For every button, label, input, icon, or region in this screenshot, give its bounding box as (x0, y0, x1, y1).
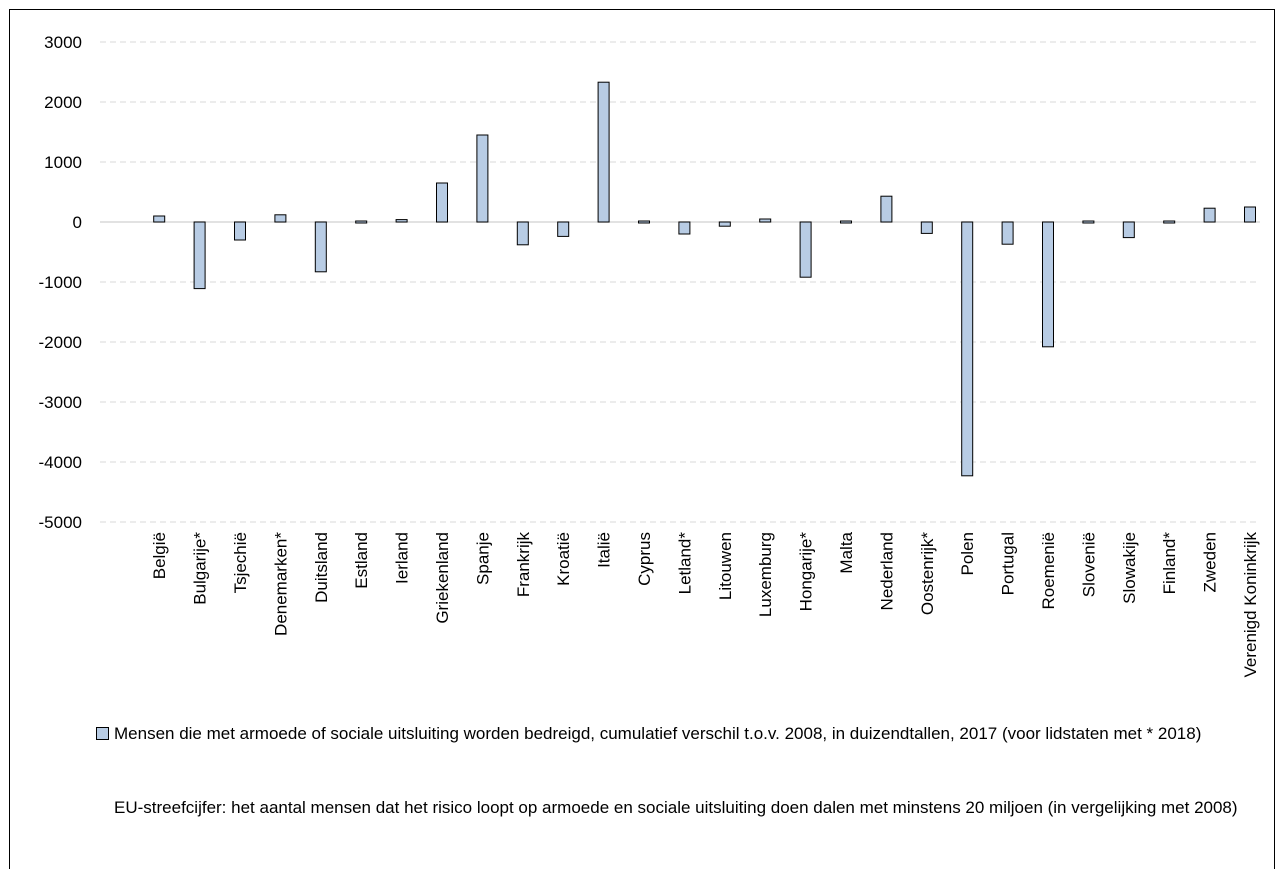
x-tick-label: Hongarije* (797, 532, 816, 612)
x-tick-label: Roemenië (1039, 532, 1058, 610)
x-tick-label: Tsjechië (231, 532, 250, 593)
y-tick-label: -2000 (39, 333, 82, 352)
bar (234, 221, 246, 241)
x-tick-label: Zweden (1201, 532, 1220, 592)
x-tick-label: Letland* (675, 532, 694, 595)
x-tick-label: Denemarken* (271, 532, 290, 636)
y-tick-label: -4000 (39, 453, 82, 472)
bar (1163, 220, 1176, 224)
x-tick-label: Oostenrijk* (918, 532, 937, 616)
x-tick-label: Luxemburg (756, 532, 775, 617)
x-tick-label: Litouwen (716, 532, 735, 600)
y-tick-label: 3000 (44, 33, 82, 52)
gridlines (100, 41, 1260, 523)
x-tick-label: Polen (958, 532, 977, 575)
y-tick-label: 0 (73, 213, 82, 232)
bar (153, 215, 166, 223)
bar (193, 221, 206, 290)
bar (476, 134, 489, 223)
bar (880, 195, 893, 223)
bar (395, 219, 408, 223)
y-tick-label: -3000 (39, 393, 82, 412)
x-tick-label: België (150, 532, 169, 579)
x-tick-label: Cyprus (635, 532, 654, 586)
y-tick-label: -1000 (39, 273, 82, 292)
chart-frame (9, 9, 1275, 869)
legend-swatch (96, 727, 109, 740)
x-axis-tick-labels: België Bulgarije* Tsjechië Denemarken* Duits… (150, 531, 1260, 677)
bar (516, 221, 529, 246)
y-tick-label: 2000 (44, 93, 82, 112)
legend: Mensen die met armoede of sociale uitslu… (96, 722, 1256, 746)
bar (355, 220, 368, 224)
x-tick-label: Italië (595, 532, 614, 568)
eu-target-note: EU-streefcijfer: het aantal mensen dat h… (114, 798, 1238, 817)
bar (1042, 221, 1054, 348)
x-tick-label: Estland (352, 532, 371, 589)
x-tick-label: Slowakije (1120, 532, 1139, 604)
bar (557, 221, 570, 237)
y-axis-tick-labels: 3000 2000 1000 0 -1000 -2000 -3000 -4000 -5000 (39, 33, 82, 532)
bar (678, 221, 691, 235)
x-tick-label: Kroatië (554, 532, 573, 586)
x-tick-label: Portugal (999, 532, 1018, 595)
legend-label: Mensen die met armoede of sociale uitslu… (114, 724, 1202, 743)
x-tick-label: Frankrijk (514, 532, 533, 598)
bar (718, 221, 731, 227)
bar (799, 221, 812, 278)
y-tick-label: -5000 (39, 513, 82, 532)
x-tick-label: Nederland (877, 532, 896, 610)
bar (920, 221, 933, 234)
x-tick-label: Slovenië (1079, 532, 1098, 597)
bar (638, 220, 650, 224)
x-tick-label: Finland* (1160, 532, 1179, 595)
x-tick-label: Ierland (393, 532, 412, 584)
x-tick-label: Spanje (473, 532, 492, 585)
bar (840, 220, 852, 224)
bar (1082, 220, 1095, 224)
bar (1203, 207, 1216, 223)
bar (274, 214, 287, 223)
x-tick-label: Griekenland (433, 532, 452, 624)
x-tick-label: Bulgarije* (191, 532, 210, 605)
y-tick-label: 1000 (44, 153, 82, 172)
bar (759, 218, 772, 223)
bar (597, 81, 610, 223)
x-tick-label: Malta (837, 531, 856, 573)
x-tick-label: Duitsland (312, 532, 331, 603)
bars (153, 81, 1256, 477)
bar-chart: 3000 2000 1000 0 -1000 -2000 -3000 -4000 -5000 B… (39, 33, 1260, 678)
bar (1122, 221, 1135, 239)
bar (1244, 206, 1256, 223)
bar (1001, 221, 1014, 245)
bar (961, 221, 974, 477)
bar (314, 221, 327, 273)
x-tick-label: Verenigd Koninkrijk (1241, 532, 1260, 678)
bar (436, 182, 448, 223)
